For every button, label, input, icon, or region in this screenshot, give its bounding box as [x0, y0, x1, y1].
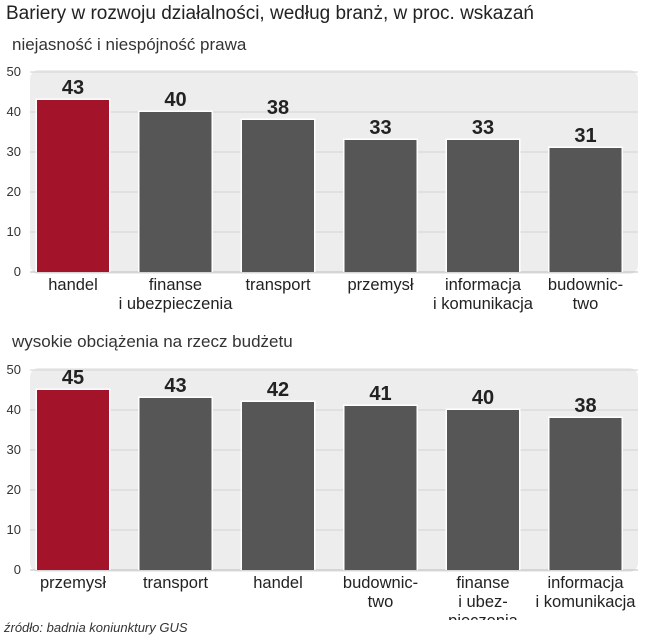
plot-background	[30, 368, 638, 572]
bar	[37, 100, 109, 272]
y-tick-label: 20	[7, 184, 21, 199]
y-tick-label: 10	[7, 224, 21, 239]
bar-value-label: 43	[164, 375, 186, 397]
y-tick-label: 50	[7, 64, 21, 79]
category-label: informacja i komunikacja	[433, 276, 534, 313]
bar-value-label: 43	[62, 77, 84, 99]
category-label: przemysł	[40, 574, 106, 592]
y-tick-label: 0	[14, 562, 21, 577]
bar-value-label: 42	[267, 379, 289, 401]
bar	[37, 390, 109, 570]
bar-value-label: 38	[267, 97, 289, 119]
category-label: handel	[253, 574, 303, 592]
bar-value-label: 33	[369, 117, 391, 139]
category-label: przemysł	[347, 276, 413, 294]
y-tick-label: 0	[14, 264, 21, 279]
chart-1: 0 10 20 30 40 50 43 handel 40 finanse i ubezpiecze…	[7, 64, 638, 313]
chart-title: Bariery w rozwoju działalności, według b…	[6, 3, 535, 24]
chart-2: 0 10 20 30 40 50 45 przemysł 43 transport 42 handel…	[7, 362, 638, 620]
bar	[242, 402, 314, 570]
bar	[344, 406, 417, 570]
chart-2-subtitle: wysokie obciążenia na rzecz budżetu	[12, 332, 293, 351]
bar	[549, 418, 622, 570]
category-label: transport	[245, 276, 311, 294]
bar-value-label: 31	[574, 125, 596, 147]
y-tick-label: 30	[7, 442, 21, 457]
chart-1-subtitle: niejasność i niespójność prawa	[12, 35, 247, 54]
bar	[447, 140, 519, 272]
category-label: budownic-two	[343, 574, 418, 611]
bar-value-label: 45	[62, 367, 84, 389]
category-label: transport	[143, 574, 209, 592]
bar	[549, 148, 622, 272]
y-tick-label: 30	[7, 144, 21, 159]
bar-value-label: 33	[472, 117, 494, 139]
bar	[242, 120, 314, 272]
bar-value-label: 41	[369, 383, 391, 405]
y-tick-label: 40	[7, 402, 21, 417]
bar-value-label: 38	[574, 395, 596, 417]
category-label: budownic-two	[548, 276, 623, 313]
bar-value-label: 40	[164, 89, 186, 111]
plot-background	[30, 70, 638, 274]
y-tick-label: 50	[7, 362, 21, 377]
bar	[447, 410, 519, 570]
bar	[344, 140, 417, 272]
source-note: źródło: badnia koniunktury GUS	[4, 620, 188, 635]
bar	[139, 112, 212, 272]
y-tick-label: 10	[7, 522, 21, 537]
category-label: informacja i komunikacja	[536, 574, 637, 611]
category-label: handel	[48, 276, 98, 294]
y-tick-label: 40	[7, 104, 21, 119]
bar	[139, 398, 212, 570]
bar-value-label: 40	[472, 387, 494, 409]
category-label: finanse i ubezpieczenia	[119, 276, 234, 313]
y-tick-label: 20	[7, 482, 21, 497]
